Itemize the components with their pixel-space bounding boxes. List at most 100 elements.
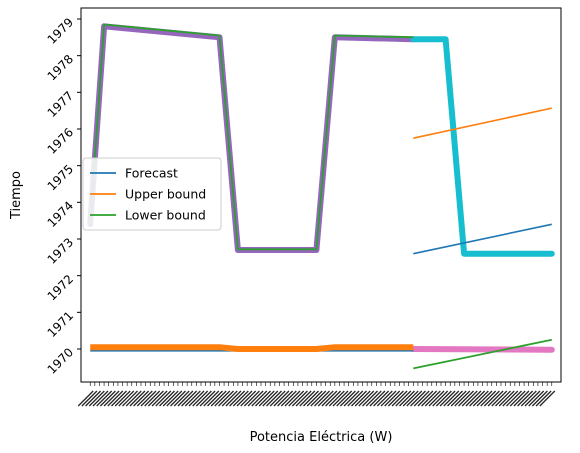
x-tick-label-glyph: [391, 390, 408, 407]
x-tick-label-glyph: [177, 390, 194, 407]
series-line-lower-5: [413, 338, 552, 370]
x-tick-label-glyph: [402, 390, 419, 407]
y-tick-label-1979: 1979: [45, 15, 76, 46]
x-tick-label-glyph: [373, 390, 390, 407]
x-tick-label-glyph: [232, 390, 249, 407]
x-tick-label-glyph: [195, 390, 212, 407]
x-tick-label-glyph: [207, 390, 223, 407]
x-tick-label-glyph: [251, 390, 268, 407]
x-tick-label-glyph: [77, 390, 94, 407]
y-tick-label-1977: 1977: [45, 89, 76, 120]
x-tick-label-glyph: [181, 390, 198, 407]
x-tick-label-glyph: [539, 390, 556, 407]
x-tick-label-glyph: [258, 390, 275, 407]
x-tick-label-glyph: [506, 390, 522, 407]
x-tick-label-glyph: [162, 390, 179, 407]
x-tick-label-glyph: [513, 390, 530, 407]
x-tick-label-glyph: [520, 390, 537, 407]
series-line-upper-4: [413, 107, 552, 139]
x-tick-label-glyph: [188, 390, 205, 407]
series-line-upper-8: [90, 344, 414, 352]
x-tick-label-glyph: [277, 390, 294, 407]
series-line-lower-6: [89, 23, 414, 251]
x-tick-label-glyph: [99, 390, 116, 407]
series-line-forecast-3: [413, 223, 552, 255]
x-tick-label-glyph: [314, 390, 330, 407]
x-tick-label-glyph: [147, 390, 164, 407]
x-tick-label-glyph: [498, 390, 515, 407]
x-tick-label-glyph: [159, 390, 175, 407]
x-tick-label-glyph: [339, 390, 356, 407]
x-tick-label-glyph: [454, 390, 471, 407]
x-tick-label-glyph: [321, 390, 338, 407]
y-axis-title: Tiempo: [9, 171, 24, 220]
x-tick-label-glyph: [291, 390, 308, 407]
x-tick-label-glyph: [384, 390, 401, 407]
x-tick-label-glyph: [472, 390, 489, 407]
x-tick-label-glyph: [295, 390, 312, 407]
x-tick-label-glyph: [432, 390, 449, 407]
x-tick-label-glyph: [413, 390, 430, 407]
x-tick-label-glyph: [428, 390, 445, 407]
legend-label-lower: Lower bound: [125, 208, 206, 223]
x-tick-label-glyph: [166, 390, 183, 407]
x-tick-label-glyph: [96, 390, 113, 407]
x-tick-label-glyph: [280, 390, 297, 407]
x-tick-label-glyph: [88, 390, 105, 407]
x-tick-label-glyph: [354, 390, 371, 407]
x-tick-label-glyph: [122, 390, 138, 407]
x-tick-label-glyph: [218, 390, 234, 407]
x-tick-label-glyph: [284, 390, 301, 407]
x-tick-label-glyph: [214, 390, 231, 407]
x-tick-label-glyph: [336, 390, 353, 407]
x-tick-label-glyph: [487, 390, 504, 407]
y-tick-label-1973: 1973: [45, 235, 76, 266]
x-tick-label-glyph: [140, 390, 157, 407]
x-tick-label-glyph: [483, 390, 500, 407]
legend-label-upper: Upper bound: [125, 187, 206, 202]
x-tick-label-glyph: [144, 390, 161, 407]
x-tick-label-glyph: [362, 390, 378, 407]
x-tick-label-glyph: [136, 390, 153, 407]
series-line-test-1: [410, 36, 555, 257]
plot-area: [87, 23, 555, 370]
x-tick-label-glyph: [273, 390, 290, 407]
x-tick-label-glyph: [92, 390, 109, 407]
x-tick-label-glyph: [421, 390, 438, 407]
legend: Forecast Upper bound Lower bound: [82, 157, 222, 231]
x-tick-label-glyph: [376, 390, 393, 407]
x-tick-label-glyph: [495, 390, 511, 407]
x-tick-label-glyph: [266, 390, 282, 407]
y-tick-label-1971: 1971: [45, 309, 76, 340]
x-tick-label-glyph: [343, 390, 360, 407]
x-tick-label-glyph: [255, 390, 271, 407]
x-tick-label-glyph: [406, 390, 423, 407]
x-tick-label-glyph: [236, 390, 253, 407]
x-tick-label-glyph: [450, 390, 467, 407]
x-tick-label-glyph: [114, 390, 131, 407]
x-tick-label-glyph: [435, 390, 452, 407]
x-tick-label-glyph: [306, 390, 323, 407]
x-tick-label-glyph: [303, 390, 319, 407]
x-tick-label-glyph: [535, 390, 552, 407]
y-tick-label-1976: 1976: [45, 125, 76, 156]
x-tick-label-glyph: [528, 390, 545, 407]
y-tick-label-1972: 1972: [45, 272, 76, 303]
x-tick-label-glyph: [380, 390, 397, 407]
x-tick-label-glyph: [247, 390, 264, 407]
x-tick-label-glyph: [129, 390, 146, 407]
legend-frame: [82, 157, 222, 231]
y-tick-label-1970: 1970: [45, 345, 76, 376]
x-tick-label-glyph: [170, 390, 186, 407]
x-tick-label-glyph: [173, 390, 190, 407]
x-tick-label-glyph: [111, 390, 127, 407]
x-tick-label-glyph: [210, 390, 227, 407]
x-tick-label-glyph: [395, 390, 412, 407]
x-tick-label-glyph: [417, 390, 434, 407]
x-tick-label-glyph: [347, 390, 364, 407]
x-tick-label-glyph: [203, 390, 220, 407]
x-tick-label-glyph: [399, 390, 415, 407]
x-tick-label-glyph: [269, 390, 286, 407]
x-tick-label-glyph: [243, 390, 260, 407]
